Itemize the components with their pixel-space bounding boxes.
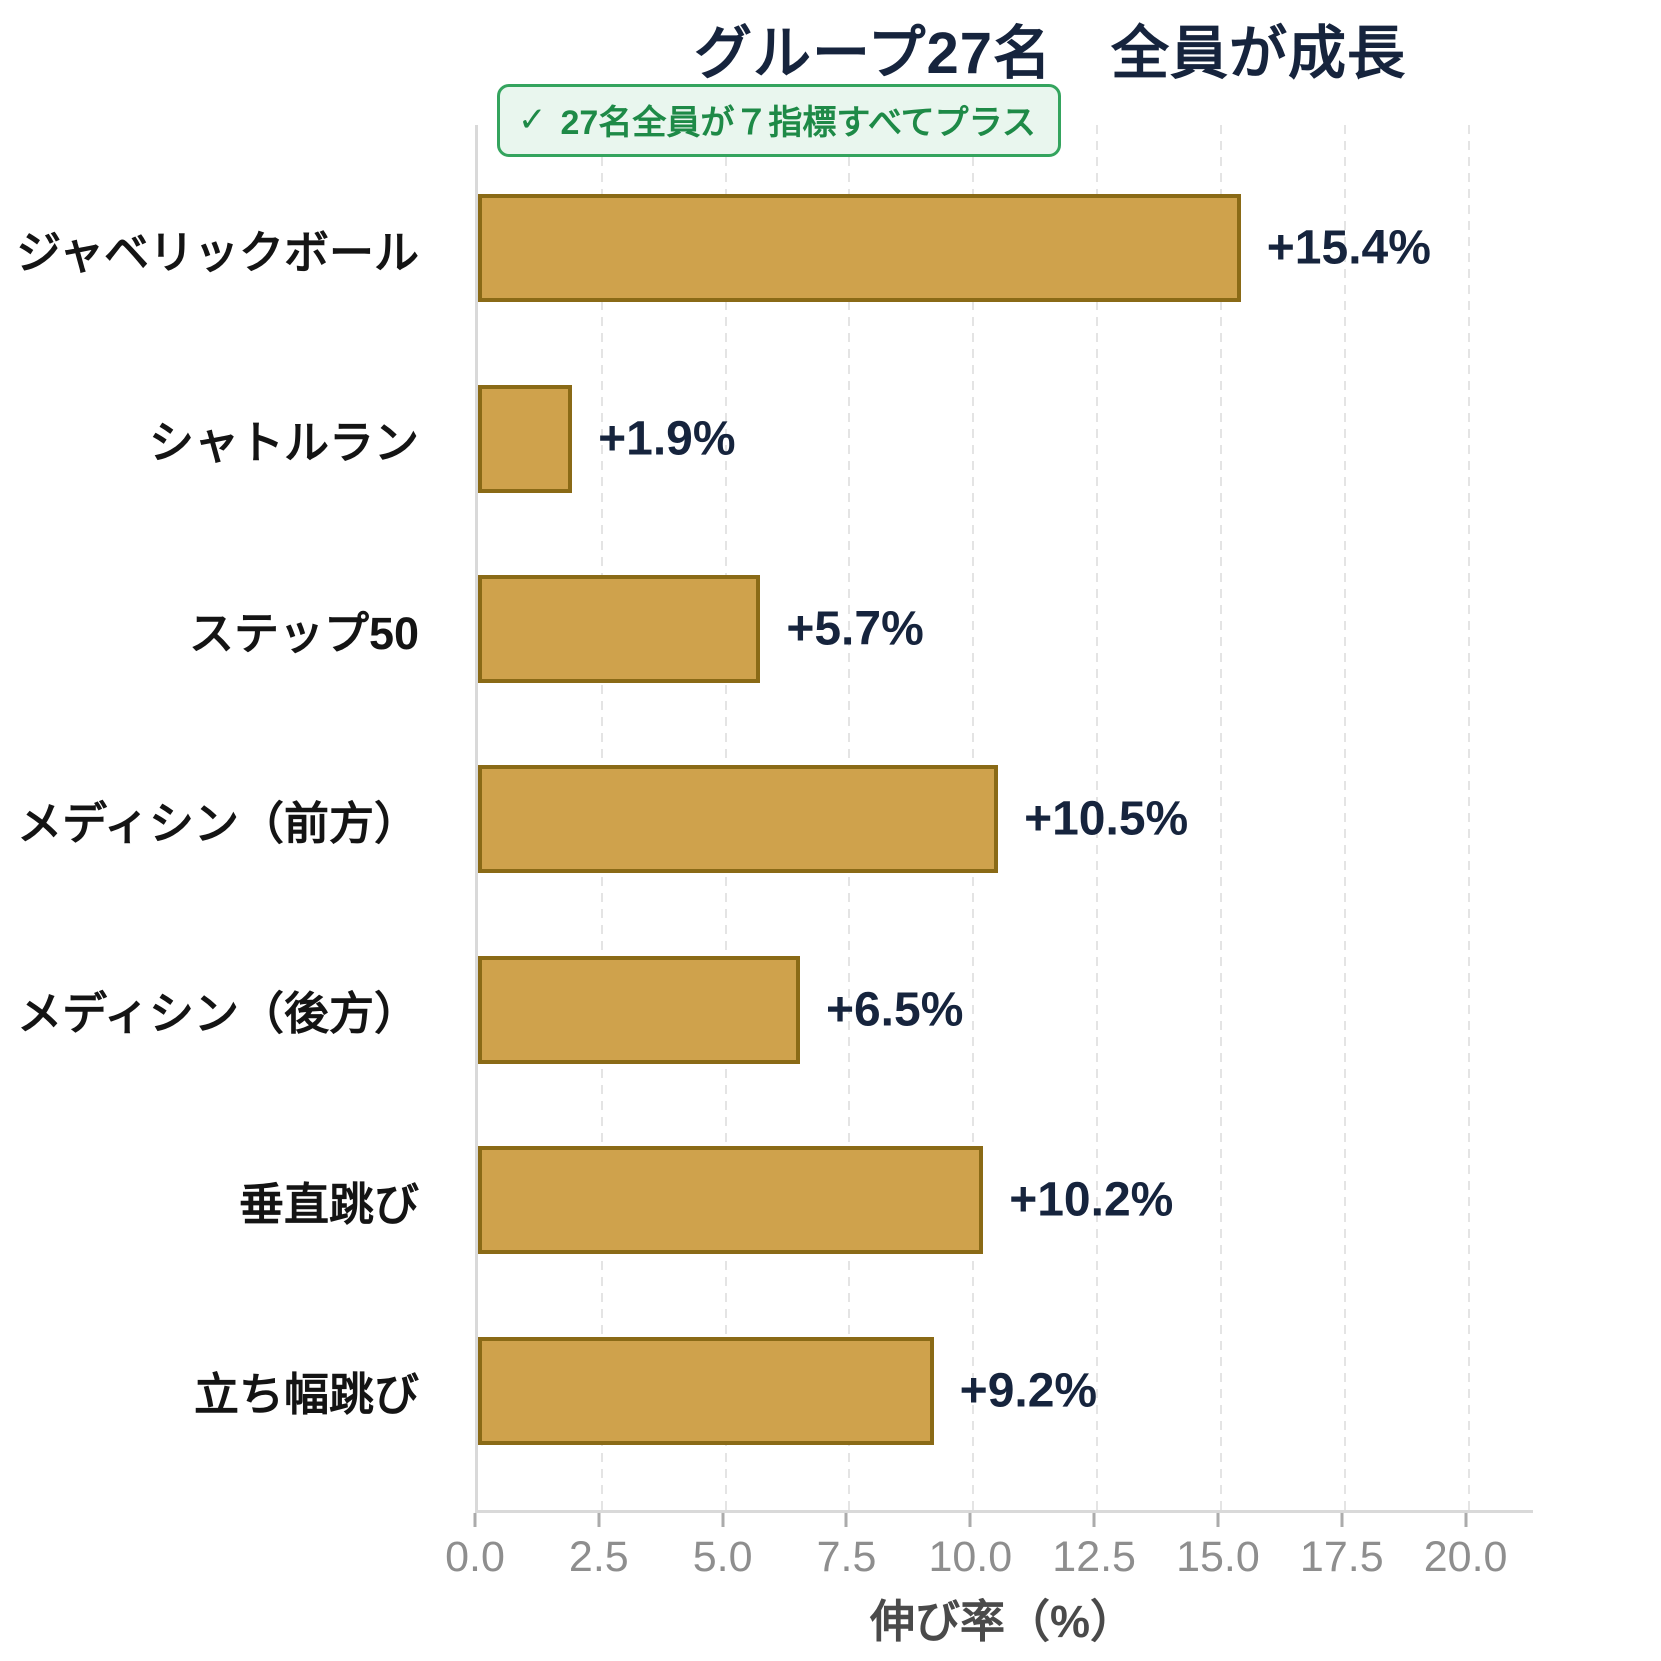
tick-mark	[844, 1513, 848, 1527]
tick-label: 0.0	[445, 1533, 505, 1581]
value-label: +6.5%	[825, 983, 964, 1037]
bar-row: +9.2%	[478, 1296, 1533, 1486]
category-axis: ジャベリックボールシャトルランステップ50 メディシン（前方） メディシン（後方） 垂…	[0, 125, 441, 1510]
value-label: +9.2%	[959, 1364, 1098, 1418]
tick-label: 12.5	[1052, 1533, 1136, 1581]
bar-row: +1.9%	[478, 343, 1533, 533]
bar-row: +5.7%	[478, 534, 1533, 724]
tick-mark	[1092, 1513, 1096, 1527]
tick-label: 10.0	[928, 1533, 1013, 1581]
tick-label: 17.5	[1299, 1533, 1384, 1581]
bar-row: +15.4%	[478, 153, 1533, 343]
bar	[478, 1336, 934, 1445]
bar	[478, 384, 573, 493]
x-axis-title: 伸び率（%）	[869, 1596, 1135, 1647]
plot-area: +15.4% +1.9% +5.7% +10.5% +6.5% +10.2% +9.2%	[475, 125, 1533, 1513]
check-icon: ✓	[518, 100, 547, 139]
tick-mark	[473, 1513, 477, 1527]
bar-row: +6.5%	[478, 915, 1533, 1105]
tick-label: 7.5	[816, 1533, 877, 1581]
category-label: メディシン（後方）	[17, 988, 419, 1040]
x-axis: 0.0 2.5 5.0 7.5 10.0 12.5 15.0 17.5 20.0	[445, 1513, 1530, 1588]
bar	[478, 765, 999, 874]
category-label: メディシン（前方）	[17, 797, 419, 849]
tick-label: 15.0	[1176, 1533, 1260, 1581]
tick-label: 5.0	[692, 1533, 753, 1581]
category-label: シャトルラン	[148, 417, 419, 469]
tick-label: 20.0	[1423, 1533, 1508, 1581]
category-label: 立ち幅跳び	[193, 1369, 419, 1421]
bar-row: +10.5%	[478, 724, 1533, 914]
tick-mark	[721, 1513, 725, 1527]
tick-mark	[1464, 1513, 1468, 1527]
bar	[478, 194, 1241, 303]
category-label: ジャベリックボール	[16, 226, 419, 278]
gridline	[1467, 125, 1470, 1510]
badge-text: 27名全員が７指標すべてプラス	[560, 104, 1036, 142]
category-label: 垂直跳び	[238, 1178, 419, 1230]
value-label: +10.2%	[1009, 1173, 1174, 1227]
tick-mark	[1216, 1513, 1220, 1527]
gridline	[1219, 125, 1222, 1510]
bar-row: +10.2%	[478, 1105, 1533, 1295]
value-label: +15.4%	[1266, 221, 1431, 275]
bar	[478, 1146, 984, 1255]
value-label: +10.5%	[1024, 792, 1189, 846]
tick-mark	[597, 1513, 601, 1527]
gridline	[1096, 125, 1099, 1510]
category-label: ステップ50	[188, 607, 419, 659]
tick-label: 2.5	[568, 1533, 629, 1581]
tick-mark	[1340, 1513, 1344, 1527]
tick-mark	[968, 1513, 972, 1527]
chart-title: グループ27名 全員が成長	[693, 21, 1407, 86]
summary-badge: ✓ 27名全員が７指標すべてプラス	[497, 84, 1061, 157]
bar	[478, 955, 800, 1064]
gridline	[1343, 125, 1346, 1510]
value-label: +5.7%	[786, 602, 924, 656]
bar	[478, 575, 761, 684]
value-label: +1.9%	[598, 412, 736, 466]
